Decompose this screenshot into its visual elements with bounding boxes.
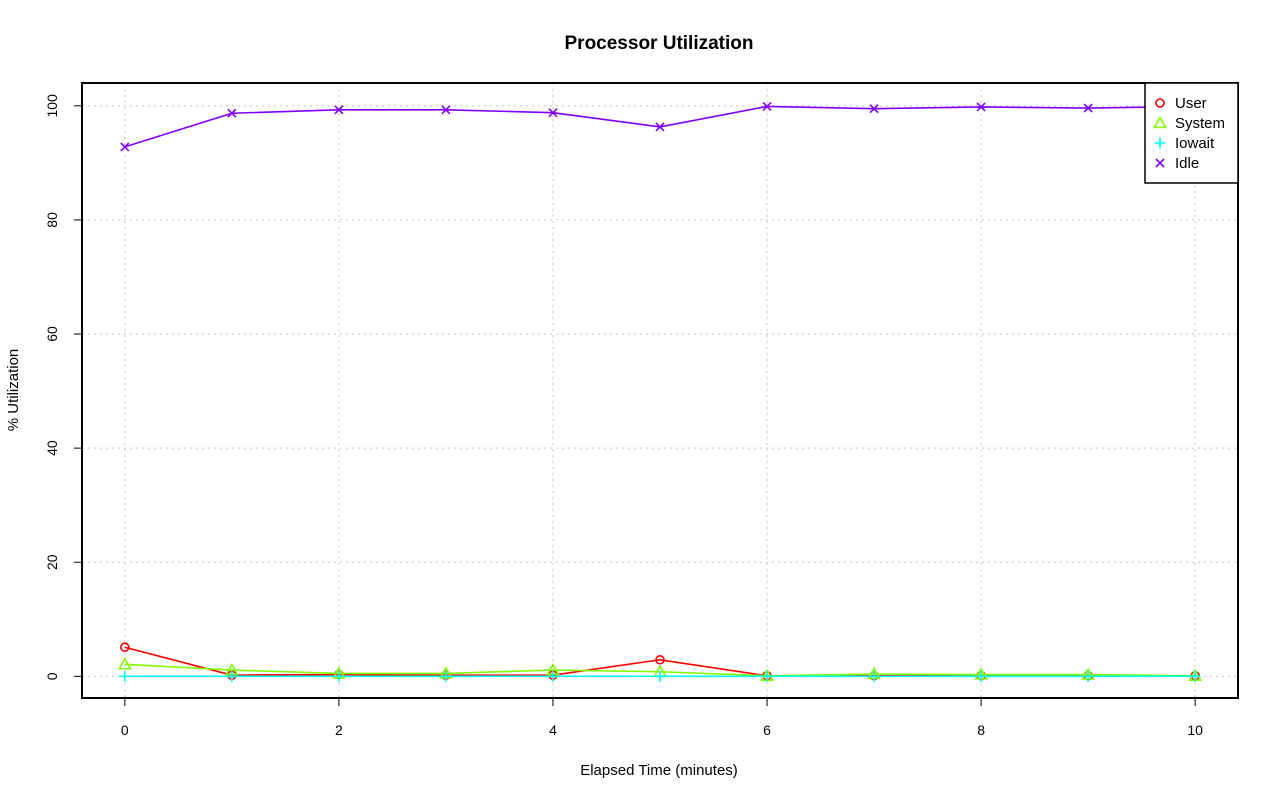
y-tick-label: 40 — [44, 440, 60, 456]
data-point-iowait — [654, 670, 666, 682]
x-tick-label: 6 — [763, 722, 771, 738]
y-tick-label: 0 — [44, 672, 60, 680]
data-point-iowait — [547, 670, 559, 682]
data-point-iowait — [119, 670, 131, 682]
data-point-idle — [1083, 103, 1093, 113]
chart-title: Processor Utilization — [565, 33, 754, 54]
series-iowait — [119, 670, 1201, 682]
data-point-idle — [227, 108, 237, 118]
y-tick-label: 60 — [44, 326, 60, 342]
data-point-idle — [548, 108, 558, 118]
data-point-idle — [869, 104, 879, 114]
data-point-iowait — [761, 670, 773, 682]
data-point-iowait — [1189, 670, 1201, 682]
data-point-idle — [762, 101, 772, 111]
data-point-system — [117, 657, 132, 670]
y-tick-label: 100 — [44, 94, 60, 118]
legend-marker-system — [1153, 115, 1167, 129]
legend-marker-user — [1155, 98, 1165, 108]
x-tick-label: 8 — [977, 722, 985, 738]
legend-label-user: User — [1175, 95, 1207, 112]
x-axis-label: Elapsed Time (minutes) — [580, 762, 738, 779]
data-point-iowait — [226, 670, 238, 682]
plot-frame — [81, 82, 1239, 699]
data-point-iowait — [333, 670, 345, 682]
legend-marker-idle — [1155, 158, 1165, 168]
legend-label-iowait: Iowait — [1175, 135, 1215, 152]
data-point-idle — [334, 105, 344, 115]
y-tick-label: 20 — [44, 554, 60, 570]
data-point-idle — [976, 102, 986, 112]
x-tick-label: 10 — [1187, 722, 1203, 738]
data-point-iowait — [1082, 670, 1094, 682]
x-tick-label: 4 — [549, 722, 557, 738]
y-tick-label: 80 — [44, 212, 60, 228]
data-point-iowait — [975, 670, 987, 682]
data-point-user — [120, 642, 130, 653]
y-axis-label: % Utilization — [5, 349, 22, 432]
series-lines — [117, 101, 1203, 682]
legend-marker-iowait — [1154, 137, 1166, 149]
x-tick-label: 2 — [335, 722, 343, 738]
data-point-iowait — [440, 670, 452, 682]
series-idle — [120, 101, 1200, 152]
data-point-user — [655, 654, 665, 665]
data-point-idle — [120, 142, 130, 152]
grid-lines — [82, 83, 1238, 698]
legend-label-system: System — [1175, 115, 1225, 132]
data-point-idle — [655, 122, 665, 132]
x-tick-label: 0 — [121, 722, 129, 738]
legend: User System Iowait Idle — [1144, 82, 1239, 184]
data-point-iowait — [868, 670, 880, 682]
legend-label-idle: Idle — [1175, 155, 1199, 172]
data-point-idle — [441, 105, 451, 115]
